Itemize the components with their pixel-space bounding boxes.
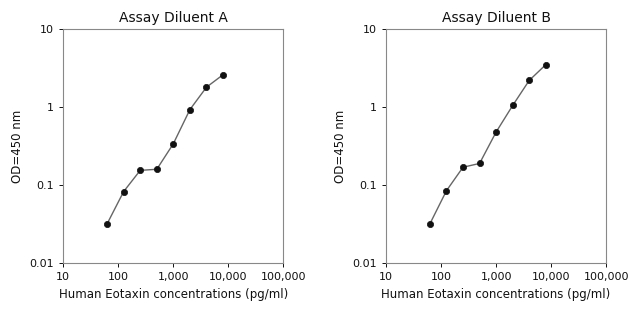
Y-axis label: OD=450 nm: OD=450 nm <box>334 110 347 183</box>
X-axis label: Human Eotaxin concentrations (pg/ml): Human Eotaxin concentrations (pg/ml) <box>381 288 611 301</box>
Y-axis label: OD=450 nm: OD=450 nm <box>11 110 24 183</box>
Title: Assay Diluent A: Assay Diluent A <box>119 11 228 25</box>
Title: Assay Diluent B: Assay Diluent B <box>442 11 550 25</box>
X-axis label: Human Eotaxin concentrations (pg/ml): Human Eotaxin concentrations (pg/ml) <box>59 288 288 301</box>
